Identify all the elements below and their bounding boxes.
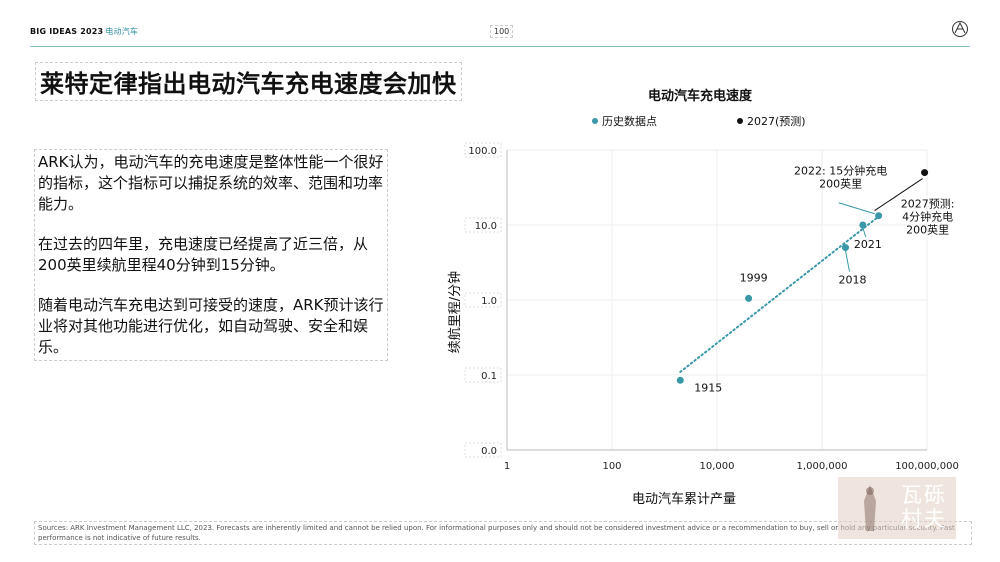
data-point-historical-0 xyxy=(676,376,684,384)
data-point-historical-1 xyxy=(745,294,753,302)
data-point-historical-0-label-line-0: 1915 xyxy=(694,381,722,394)
trendline xyxy=(679,215,880,373)
y-tick-label-0: 0.0 xyxy=(481,446,497,457)
body-text: ARK认为，电动汽车的充电速度是整体性能一个很好的指标，这个指标可以捕捉系统的效… xyxy=(34,149,388,361)
data-point-historical-3 xyxy=(859,221,867,229)
legend-label-historical: 历史数据点 xyxy=(602,115,657,128)
y-tick-box-1 xyxy=(464,367,502,383)
y-tick-label-2: 1.0 xyxy=(481,296,497,307)
brand-subtitle: 电动汽车 xyxy=(105,27,139,36)
body-paragraph-3: 随着电动汽车充电达到可接受的速度，ARK预计该行业将对其他功能进行优化，如自动驾… xyxy=(38,296,384,356)
x-tick-label-2: 10,000 xyxy=(700,461,735,472)
data-point-historical-2-leader xyxy=(844,250,850,272)
watermark-figure-icon xyxy=(864,485,876,531)
data-point-historical-3-leader xyxy=(862,227,867,238)
data-point-historical-4 xyxy=(875,212,883,220)
data-point-historical-4-label: 2022: 15分钟充电 200英里 xyxy=(794,164,887,191)
chart-title: 电动汽车充电速度 xyxy=(648,89,753,104)
y-tick-label-3: 10.0 xyxy=(475,221,497,232)
data-point-forecast-0-leader xyxy=(874,178,923,211)
x-tick-label-0: 1 xyxy=(504,461,510,472)
data-point-historical-4-label-line-1: 200英里 xyxy=(819,177,862,191)
y-axis-title: 续航里程/分钟 xyxy=(447,271,463,353)
data-point-forecast-0 xyxy=(921,169,929,177)
footer-sources: Sources: ARK Investment Management LLC, … xyxy=(34,521,972,545)
watermark-text: 瓦砾村夫 xyxy=(901,483,947,531)
data-point-forecast-0-label-line-1: 4分钟充电 xyxy=(902,210,953,224)
x-tick-label-1: 100 xyxy=(602,461,621,472)
page-number: 100 xyxy=(490,25,514,38)
data-point-historical-0-label: 1915 xyxy=(694,381,722,394)
data-point-historical-2-label-line-0: 2018 xyxy=(838,274,866,287)
data-point-historical-2-label: 2018 xyxy=(838,274,866,287)
body-paragraph-1: ARK认为，电动汽车的充电速度是整体性能一个很好的指标，这个指标可以捕捉系统的效… xyxy=(38,153,384,213)
header-divider xyxy=(30,46,970,47)
y-tick-box-2 xyxy=(464,292,502,308)
x-tick-label-3: 1,000,000 xyxy=(797,461,848,472)
data-point-historical-3-label-line-0: 2021 xyxy=(854,238,882,251)
data-point-historical-1-label: 1999 xyxy=(740,271,768,284)
page-title: 莱特定律指出电动汽车充电速度会加快 xyxy=(35,62,462,101)
data-point-historical-1-label-line-0: 1999 xyxy=(740,271,768,284)
legend-item-historical: 历史数据点 xyxy=(592,113,657,129)
x-axis-title: 电动汽车累计产量 xyxy=(632,491,736,507)
y-tick-box-3 xyxy=(464,217,502,233)
brand-name: BIG IDEAS 2023 xyxy=(30,27,104,36)
x-tick-label-4: 100,000,000 xyxy=(895,461,959,472)
legend-label-forecast: 2027(预测) xyxy=(747,115,806,128)
y-tick-box-0 xyxy=(464,442,502,458)
legend-item-forecast: 2027(预测) xyxy=(737,113,806,129)
y-tick-box-4 xyxy=(464,142,502,158)
data-point-forecast-0-label-line-2: 200英里 xyxy=(906,223,949,237)
data-point-forecast-0-label-line-0: 2027预测: xyxy=(901,198,955,211)
data-point-forecast-0-label: 2027预测: 4分钟充电 200英里 xyxy=(901,198,955,237)
data-point-historical-4-label-line-0: 2022: 15分钟充电 xyxy=(794,164,887,178)
ark-logo-icon xyxy=(952,21,968,37)
legend-marker-historical xyxy=(592,118,598,124)
data-point-historical-2 xyxy=(841,244,849,252)
data-point-historical-3-label: 2021 xyxy=(854,238,882,251)
data-point-historical-4-leader xyxy=(838,202,875,215)
y-tick-label-1: 0.1 xyxy=(481,371,497,382)
watermark: 瓦砾村夫 xyxy=(838,477,956,539)
brand-header: BIG IDEAS 2023 电动汽车 xyxy=(30,26,138,37)
legend-marker-forecast xyxy=(737,118,743,124)
body-paragraph-2: 在过去的四年里，充电速度已经提高了近三倍，从200英里续航里程40分钟到15分钟… xyxy=(38,235,369,274)
y-tick-label-4: 100.0 xyxy=(468,146,497,157)
